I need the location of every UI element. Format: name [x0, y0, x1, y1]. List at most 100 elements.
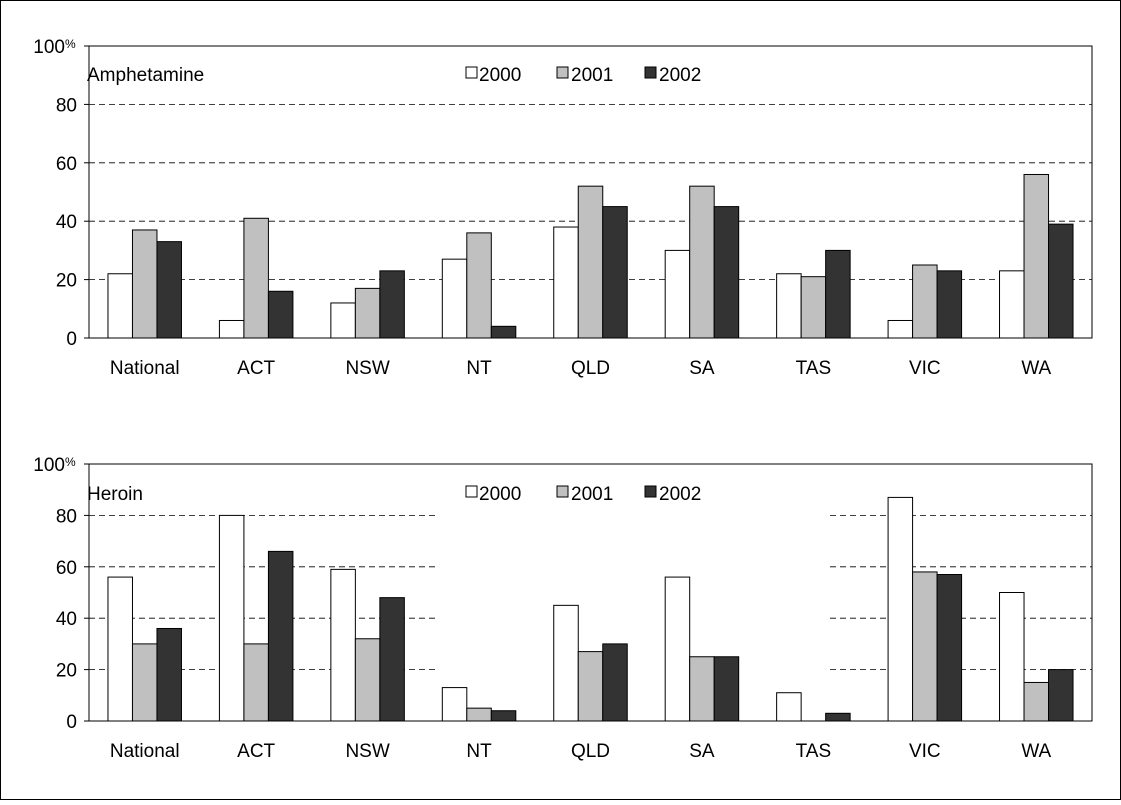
y-tick-label: 100: [33, 37, 65, 58]
y-tick-label: 60: [56, 558, 77, 579]
bar-tas-2001: [800, 276, 827, 339]
bar-vic-2000: [887, 496, 914, 722]
y-tick-label: 100: [33, 455, 65, 476]
bar-qld-2002: [602, 206, 628, 339]
y-tick-label: 20: [56, 271, 77, 292]
legend-swatch-2000: [465, 66, 478, 79]
bar-national-2002: [156, 241, 182, 339]
y-tick-label: 20: [56, 661, 77, 682]
bar-nt-2002: [490, 710, 517, 722]
bar-act-2000: [218, 514, 245, 722]
bar-wa-2002: [1048, 223, 1074, 339]
x-tick-label: VIC: [909, 741, 941, 762]
bar-tas-2000: [776, 273, 802, 339]
y-tick-label: 80: [56, 95, 77, 116]
x-tick-label: National: [110, 741, 180, 762]
bar-wa-2001: [1023, 173, 1050, 339]
bar-nsw-2000: [330, 302, 356, 339]
bar-nt-2001: [466, 232, 492, 339]
bar-national-2000: [107, 273, 133, 339]
bar-national-2002: [156, 627, 182, 722]
bar-qld-2000: [553, 604, 579, 722]
x-tick-label: NSW: [345, 741, 389, 762]
bar-nt-2000: [441, 258, 468, 339]
bar-nt-2002: [490, 325, 517, 339]
bar-nt-2000: [441, 687, 468, 722]
bar-wa-2001: [1023, 681, 1050, 722]
bar-wa-2000: [999, 270, 1025, 339]
x-tick-label: VIC: [909, 358, 941, 379]
y-tick-label: 40: [56, 609, 77, 630]
x-tick-label: NT: [466, 741, 492, 762]
x-tick-label: TAS: [796, 358, 832, 379]
x-tick-label: NSW: [345, 358, 389, 379]
bar-act-2002: [267, 290, 294, 339]
legend-label: 2000: [479, 65, 521, 86]
x-tick-label: TAS: [796, 741, 832, 762]
bar-qld-2000: [553, 226, 579, 339]
x-tick-label: SA: [689, 358, 715, 379]
bar-sa-2001: [689, 656, 715, 722]
bar-act-2000: [218, 319, 245, 339]
y-tick-label: 0: [66, 329, 77, 350]
bar-sa-2001: [689, 185, 715, 339]
bar-tas-2000: [776, 692, 802, 722]
x-tick-label: SA: [689, 741, 715, 762]
y-tick-label: 0: [66, 712, 77, 733]
x-tick-label: National: [110, 358, 180, 379]
bar-vic-2002: [936, 574, 963, 722]
chart-panel-2: 0 20 40 60 80 100 % National ACT NSW NT QLD SA TAS VIC…: [33, 455, 1093, 762]
bar-vic-2001: [912, 264, 938, 339]
plot-area-frame: [88, 45, 1093, 339]
bar-tas-2002: [825, 249, 851, 339]
bar-national-2001: [131, 229, 158, 339]
y-tick-label: 80: [56, 506, 77, 527]
bar-sa-2002: [713, 656, 740, 722]
bar-nt-2001: [466, 707, 492, 722]
bar-act-2001: [243, 217, 269, 339]
bar-nsw-2002: [379, 597, 405, 722]
chart-title: Amphetamine: [87, 65, 204, 86]
legend: 2000 2001 2002: [465, 484, 701, 505]
legend-label: 2001: [571, 65, 613, 86]
bar-sa-2000: [664, 576, 691, 722]
bar-nsw-2001: [354, 287, 381, 339]
chart-title: Heroin: [87, 484, 143, 505]
x-tick-label: WA: [1021, 358, 1051, 379]
x-tick-label: ACT: [237, 741, 275, 762]
legend-swatch-2001: [556, 485, 569, 498]
x-tick-label: QLD: [571, 741, 610, 762]
bar-tas-2002: [825, 712, 851, 722]
bar-qld-2001: [577, 651, 604, 722]
bar-act-2001: [243, 643, 269, 722]
bar-act-2002: [267, 550, 294, 722]
bar-vic-2001: [912, 571, 938, 722]
x-tick-label: QLD: [571, 358, 610, 379]
legend-label: 2001: [571, 484, 613, 505]
bar-national-2000: [107, 576, 133, 722]
bar-sa-2002: [713, 206, 740, 339]
bar-qld-2002: [602, 643, 628, 722]
bar-national-2001: [131, 643, 158, 722]
y-unit-label: %: [65, 37, 76, 51]
bar-wa-2002: [1048, 669, 1074, 722]
plot-area-frame: [88, 463, 1093, 722]
bar-qld-2001: [577, 185, 604, 339]
bar-sa-2000: [664, 249, 691, 339]
legend-swatch-2000: [465, 485, 478, 498]
bar-nsw-2002: [379, 270, 405, 339]
bar-vic-2000: [887, 319, 914, 339]
legend: 2000 2001 2002: [465, 65, 701, 86]
bar-nsw-2001: [354, 638, 381, 722]
x-tick-label: ACT: [237, 358, 275, 379]
y-tick-label: 40: [56, 212, 77, 233]
y-tick-label: 60: [56, 154, 77, 175]
legend-swatch-2002: [644, 66, 657, 79]
x-tick-label: WA: [1021, 741, 1051, 762]
legend-swatch-2001: [556, 66, 569, 79]
legend-label: 2000: [479, 484, 521, 505]
legend-label: 2002: [659, 65, 701, 86]
bar-wa-2000: [999, 592, 1025, 722]
